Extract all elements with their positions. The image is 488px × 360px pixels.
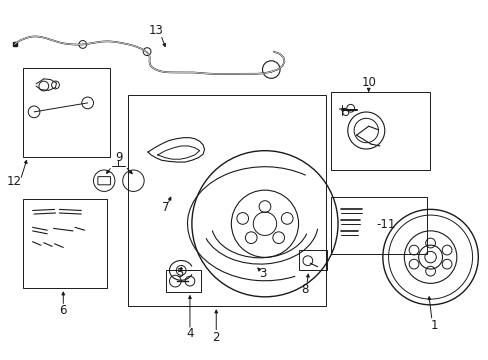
Bar (23, 68, 109, 157)
Bar (330, 92, 429, 170)
Text: 10: 10 (361, 76, 375, 89)
Text: -11: -11 (375, 218, 395, 231)
Bar (330, 197, 426, 253)
Bar (23, 199, 106, 288)
Text: 12: 12 (7, 175, 22, 188)
Text: 1: 1 (430, 319, 437, 332)
Text: 8: 8 (301, 283, 308, 296)
Text: 6: 6 (60, 305, 67, 318)
Text: 5: 5 (176, 267, 183, 280)
Text: 7: 7 (162, 202, 169, 215)
Bar (127, 95, 325, 306)
Bar (165, 270, 200, 292)
Bar (299, 249, 326, 270)
Text: 2: 2 (212, 330, 220, 343)
Text: 3: 3 (259, 267, 266, 280)
Text: 4: 4 (186, 327, 193, 340)
Text: 9: 9 (115, 151, 122, 164)
Text: 13: 13 (148, 24, 163, 37)
